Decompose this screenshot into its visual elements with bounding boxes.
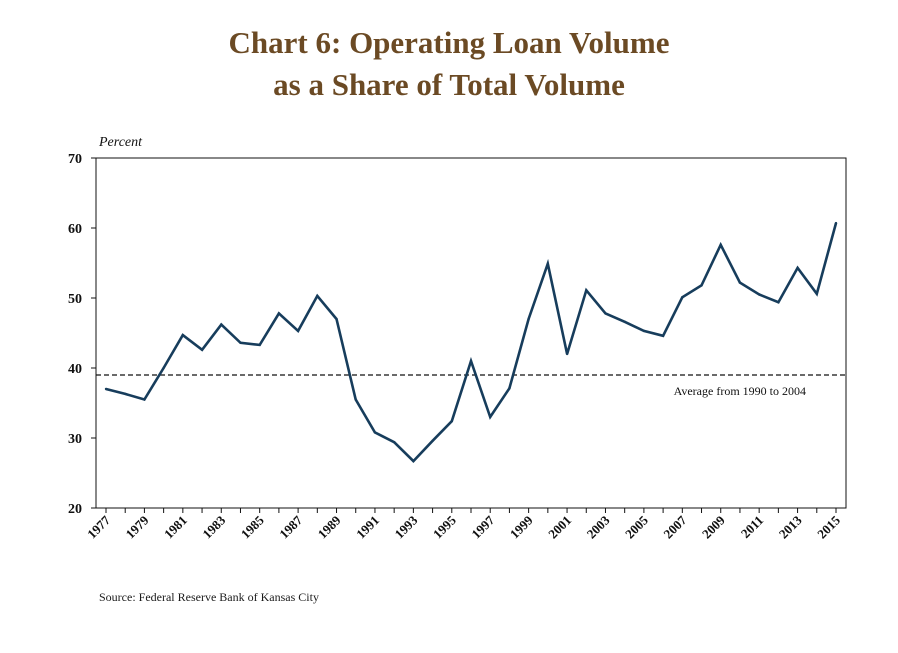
data-point xyxy=(354,398,357,401)
data-point xyxy=(316,294,319,298)
data-point xyxy=(738,281,742,284)
average-reference-label: Average from 1990 to 2004 xyxy=(674,384,806,398)
plot-frame xyxy=(95,157,847,509)
data-point xyxy=(220,323,223,326)
average-reference: Average from 1990 to 2004 xyxy=(96,374,846,398)
x-tick-label: 2009 xyxy=(699,512,728,541)
data-point xyxy=(277,312,281,315)
data-point xyxy=(181,333,184,337)
data-point xyxy=(796,266,799,270)
data-point xyxy=(412,459,415,463)
data-point xyxy=(469,359,473,363)
x-tick-label: 2007 xyxy=(660,512,689,541)
data-point xyxy=(777,301,780,304)
chart-title: Chart 6: Operating Loan Volume as a Shar… xyxy=(0,22,898,106)
x-tick-label: 1977 xyxy=(84,512,113,541)
data-point xyxy=(143,398,146,401)
x-tick-label: 1997 xyxy=(468,512,497,541)
x-tick-label: 2013 xyxy=(776,512,805,541)
y-tick-label: 30 xyxy=(68,432,82,447)
data-point xyxy=(565,352,569,356)
data-point xyxy=(124,392,127,396)
x-tick-label: 2001 xyxy=(545,513,574,542)
data-point xyxy=(700,284,703,287)
y-tick-label: 50 xyxy=(68,292,82,307)
chart-title-line-2: as a Share of Total Volume xyxy=(273,67,625,102)
data-point xyxy=(758,293,761,296)
x-tick-label: 1981 xyxy=(161,513,190,542)
data-point xyxy=(681,296,684,299)
data-point xyxy=(373,431,377,434)
data-point xyxy=(508,387,511,390)
data-point xyxy=(335,317,338,321)
data-point xyxy=(258,343,261,347)
y-tick-label: 40 xyxy=(68,362,82,377)
x-tick-label: 1979 xyxy=(123,512,152,541)
x-tick-label: 1995 xyxy=(430,512,459,541)
data-point xyxy=(642,329,646,333)
x-tick-label: 1993 xyxy=(391,512,420,541)
data-point xyxy=(296,329,300,333)
x-tick-label: 2015 xyxy=(814,512,843,541)
series-line xyxy=(105,222,838,463)
y-tick-label: 70 xyxy=(68,152,82,167)
data-point xyxy=(604,312,607,315)
data-point xyxy=(489,415,492,419)
data-point xyxy=(450,420,453,423)
x-tick-label: 2011 xyxy=(738,513,766,541)
data-point xyxy=(104,387,108,391)
y-axis-unit-label: Percent xyxy=(98,135,143,150)
data-point xyxy=(623,320,626,323)
data-point xyxy=(239,341,242,344)
x-axis: 1977 1979 1981 1983 1985 1987 1989 1991 1993 1995… xyxy=(84,508,843,542)
data-point xyxy=(431,439,434,442)
data-point xyxy=(527,317,530,321)
x-tick-label: 1989 xyxy=(315,512,344,541)
source-note: Source: Federal Reserve Bank of Kansas C… xyxy=(99,590,319,604)
x-tick-label: 1991 xyxy=(353,513,382,542)
data-point xyxy=(546,262,549,265)
x-tick-label: 1983 xyxy=(199,512,228,541)
chart-title-line-1: Chart 6: Operating Loan Volume xyxy=(228,25,670,60)
data-point xyxy=(162,366,165,370)
data-point xyxy=(585,289,588,292)
y-tick-label: 60 xyxy=(68,222,82,237)
data-point xyxy=(815,292,818,295)
x-tick-label: 1985 xyxy=(238,512,267,541)
x-tick-label: 2005 xyxy=(622,512,651,541)
x-tick-label: 1999 xyxy=(507,512,536,541)
data-point xyxy=(834,221,838,225)
x-tick-label: 1987 xyxy=(276,512,305,541)
series-group xyxy=(104,221,838,463)
y-tick-label: 20 xyxy=(68,502,82,517)
data-point xyxy=(393,441,396,444)
data-point xyxy=(200,348,204,351)
data-point xyxy=(719,243,722,246)
y-axis: 20 30 40 50 60 70 xyxy=(68,152,96,517)
data-point xyxy=(661,334,665,337)
x-tick-label: 2003 xyxy=(584,512,613,541)
